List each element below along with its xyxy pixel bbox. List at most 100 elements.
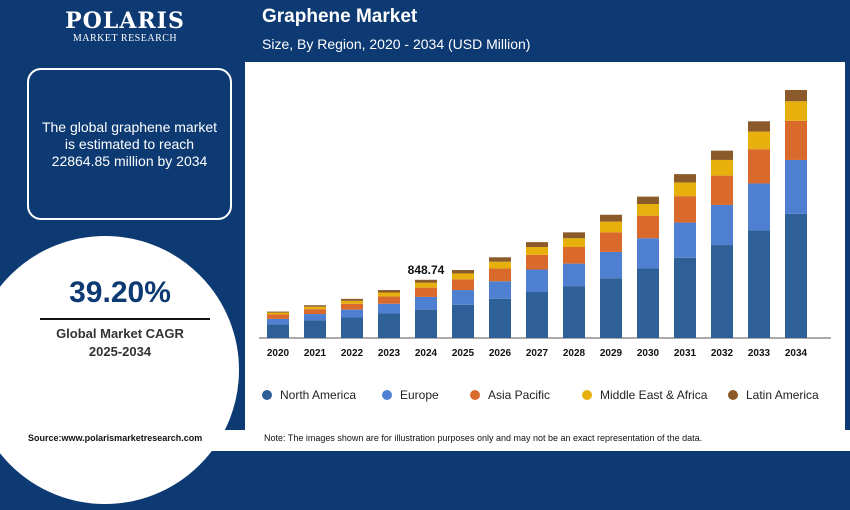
x-tick-label-2034: 2034	[785, 348, 808, 359]
legend-label-2: Asia Pacific	[488, 388, 551, 402]
x-tick-label-2023: 2023	[378, 348, 401, 359]
legend-label-3: Middle East & Africa	[600, 388, 708, 402]
bar-segment-2034-s3	[785, 101, 807, 121]
bar-segment-2025-s4	[452, 270, 474, 274]
bar-segment-2028-s3	[563, 238, 585, 248]
bar-segment-2029-s1	[600, 251, 622, 279]
bar-segment-2032-s1	[711, 204, 733, 246]
bar-segment-2023-s2	[378, 296, 400, 304]
bar-segment-2031-s1	[674, 222, 696, 258]
x-tick-label-2026: 2026	[489, 348, 512, 359]
legend-swatch-3	[582, 390, 592, 400]
data-label-2024: 848.74	[408, 263, 445, 277]
brand-name: POLARIS	[65, 8, 185, 34]
x-tick-label-2031: 2031	[674, 348, 697, 359]
bar-segment-2033-s3	[748, 131, 770, 150]
bar-segment-2026-s2	[489, 268, 511, 282]
legend-label-1: Europe	[400, 388, 439, 402]
disclaimer-note: Note: The images shown are for illustrat…	[264, 433, 703, 443]
x-tick-label-2032: 2032	[711, 348, 734, 359]
legend-label-0: North America	[280, 388, 357, 402]
bar-segment-2030-s1	[637, 238, 659, 269]
bar-segment-2030-s0	[637, 268, 659, 338]
chart-legend: North America Europe Asia Pacific Middle Ea…	[262, 388, 842, 408]
bar-segment-2022-s4	[341, 298, 363, 301]
bar-segment-2028-s4	[563, 232, 585, 239]
bar-segment-2022-s2	[341, 303, 363, 310]
bar-segment-2030-s4	[637, 196, 659, 204]
x-tick-label-2033: 2033	[748, 348, 771, 359]
polaris-logo: POLARIS MARKET RESEARCH	[60, 8, 190, 44]
cagr-label-line1: Global Market CAGR	[56, 326, 184, 341]
bar-segment-2033-s2	[748, 149, 770, 184]
x-tick-label-2028: 2028	[563, 348, 586, 359]
cagr-circle: 39.20% Global Market CAGR 2025-2034	[0, 230, 245, 510]
x-tick-label-2029: 2029	[600, 348, 623, 359]
bar-segment-2032-s0	[711, 245, 733, 338]
legend-swatch-0	[262, 390, 272, 400]
bar-segment-2031-s0	[674, 257, 696, 338]
bar-segment-2022-s3	[341, 300, 363, 304]
bar-segment-2021-s1	[304, 314, 326, 321]
bar-segment-2029-s4	[600, 214, 622, 222]
bar-segment-2033-s0	[748, 230, 770, 338]
bar-segment-2030-s2	[637, 215, 659, 239]
bar-segment-2029-s0	[600, 278, 622, 338]
legend-swatch-1	[382, 390, 392, 400]
bar-segment-2024-s1	[415, 296, 437, 310]
bar-segment-2026-s3	[489, 261, 511, 269]
legend-item-0: North America	[262, 388, 356, 402]
bar-segment-2025-s0	[452, 304, 474, 338]
bar-segment-2025-s2	[452, 279, 474, 291]
chart-area: 2020 2021 2022 2023 2024 848.74 2025 2026 2027 20…	[245, 62, 845, 430]
legend-swatch-4	[728, 390, 738, 400]
legend-item-1: Europe	[382, 388, 439, 402]
source-text: Source:www.polarismarketresearch.com	[28, 433, 203, 443]
x-tick-label-2024: 2024	[415, 348, 438, 359]
bar-segment-2028-s1	[563, 263, 585, 287]
bar-segment-2023-s4	[378, 290, 400, 293]
bar-segment-2022-s1	[341, 309, 363, 318]
bar-segment-2033-s1	[748, 183, 770, 231]
bar-segment-2020-s1	[267, 318, 289, 325]
cagr-circle-background	[0, 230, 245, 510]
cagr-label: Global Market CAGR 2025-2034	[20, 325, 220, 361]
bar-segment-2031-s2	[674, 196, 696, 223]
footer-bar	[0, 430, 850, 451]
x-tick-label-2021: 2021	[304, 348, 327, 359]
bar-segment-2027-s2	[526, 254, 548, 270]
x-tick-label-2030: 2030	[637, 348, 660, 359]
left-panel: POLARIS MARKET RESEARCH The global graph…	[0, 0, 245, 510]
bar-segment-2031-s3	[674, 182, 696, 197]
chart-subtitle: Size, By Region, 2020 - 2034 (USD Millio…	[262, 36, 531, 52]
bar-segment-2034-s1	[785, 159, 807, 214]
bar-segment-2020-s4	[267, 311, 289, 313]
market-estimate-text: The global graphene market is estimated …	[41, 118, 218, 169]
stacked-bar-chart: 2020 2021 2022 2023 2024 848.74 2025 2026 2027 20…	[259, 90, 831, 359]
bar-segment-2020-s2	[267, 314, 289, 319]
legend-item-4: Latin America	[728, 388, 819, 402]
legend-item-3: Middle East & Africa	[582, 388, 707, 402]
bar-segment-2026-s1	[489, 281, 511, 299]
bar-segment-2020-s0	[267, 324, 289, 338]
bar-segment-2024-s3	[415, 282, 437, 288]
bar-segment-2027-s1	[526, 269, 548, 293]
x-tick-label-2025: 2025	[452, 348, 475, 359]
bar-segment-2027-s3	[526, 247, 548, 255]
bar-segment-2034-s4	[785, 90, 807, 102]
bar-segment-2034-s2	[785, 120, 807, 160]
bar-segment-2027-s4	[526, 242, 548, 248]
bar-segment-2021-s0	[304, 320, 326, 338]
cagr-label-line2: 2025-2034	[88, 344, 152, 359]
bar-segment-2025-s3	[452, 273, 474, 280]
bar-segment-2024-s4	[415, 279, 437, 283]
legend-swatch-2	[470, 390, 480, 400]
bar-segment-2029-s3	[600, 221, 622, 233]
bar-segment-2028-s0	[563, 286, 585, 338]
x-tick-label-2022: 2022	[341, 348, 364, 359]
bar-segment-2024-s0	[415, 309, 437, 338]
bar-segment-2032-s3	[711, 159, 733, 176]
bar-segment-2023-s0	[378, 313, 400, 338]
x-tick-label-2027: 2027	[526, 348, 549, 359]
bar-segment-2031-s4	[674, 174, 696, 183]
